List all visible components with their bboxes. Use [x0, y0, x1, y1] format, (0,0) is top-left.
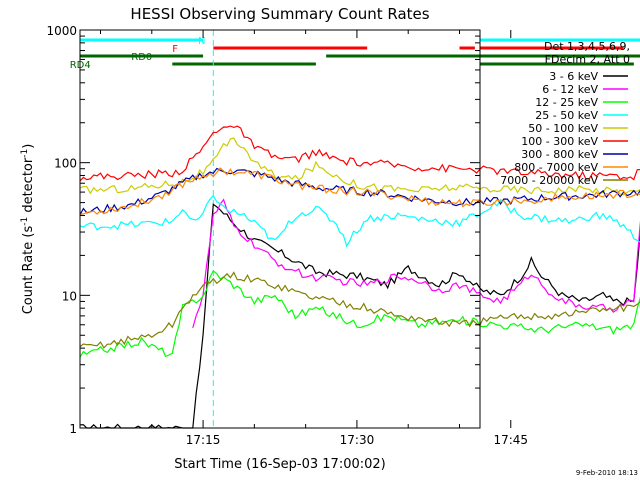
legend-label-4: 50 - 100 keV — [528, 122, 598, 135]
footer-date: 9-Feb-2010 18:13 — [576, 469, 638, 477]
y-tick-label-0: 1 — [69, 422, 77, 436]
legend-label-0: 3 - 6 keV — [549, 70, 598, 83]
y-axis-label-mid: detector — [21, 157, 36, 217]
series-line-8 — [79, 271, 640, 349]
flag-label-f: F — [172, 44, 178, 55]
legend-label-5: 100 - 300 keV — [521, 135, 598, 148]
y-axis-label-end: ) — [21, 144, 36, 149]
legend-label-6: 300 - 800 keV — [521, 148, 598, 161]
series-lines — [79, 125, 640, 429]
y-tick-label-1: 10 — [62, 289, 77, 303]
series-line-2 — [79, 269, 640, 358]
x-tick-label-1: 17:30 — [340, 433, 375, 447]
plot-frame — [79, 29, 481, 429]
x-axis-label: Start Time (16-Sep-03 17:00:02) — [174, 457, 385, 472]
legend-label-1: 6 - 12 keV — [542, 83, 598, 96]
legend: Det 1,3,4,5,6,9, FDecim 2, Att 0 3 - 6 k… — [500, 40, 630, 187]
legend-label-3: 25 - 50 keV — [535, 109, 598, 122]
y-axis-label: Count Rate (s-1 detector-1) — [20, 144, 36, 315]
legend-label-2: 12 - 25 keV — [535, 96, 598, 109]
legend-label-7: 800 - 7000 keV — [514, 161, 598, 174]
legend-header-line-1: Det 1,3,4,5,6,9, — [544, 40, 630, 53]
series-line-1 — [192, 198, 640, 329]
chart-title: HESSI Observing Summary Count Rates — [130, 5, 429, 23]
series-line-5 — [79, 125, 640, 182]
x-tick-label-0: 17:15 — [186, 433, 221, 447]
y-tick-label-2: 100 — [54, 157, 77, 171]
series-line-3 — [79, 194, 640, 248]
x-tick-label-2: 17:45 — [493, 433, 528, 447]
series-line-6 — [79, 167, 640, 216]
legend-label-8: 7000 - 20000 keV — [500, 174, 598, 187]
legend-header-line-2: FDecim 2, Att 0 — [545, 53, 630, 66]
y-axis-label-sup1: -1 — [20, 217, 30, 226]
y-tick-label-3: 1000 — [46, 24, 77, 38]
y-axis-label-main: Count Rate (s — [21, 226, 36, 315]
y-axis-label-sup2: -1 — [20, 149, 30, 158]
series-line-4 — [79, 137, 640, 196]
series-line-7 — [79, 167, 640, 215]
flag-label-n: N — [198, 36, 205, 47]
flag-label-rd0: RD0 — [131, 52, 152, 63]
